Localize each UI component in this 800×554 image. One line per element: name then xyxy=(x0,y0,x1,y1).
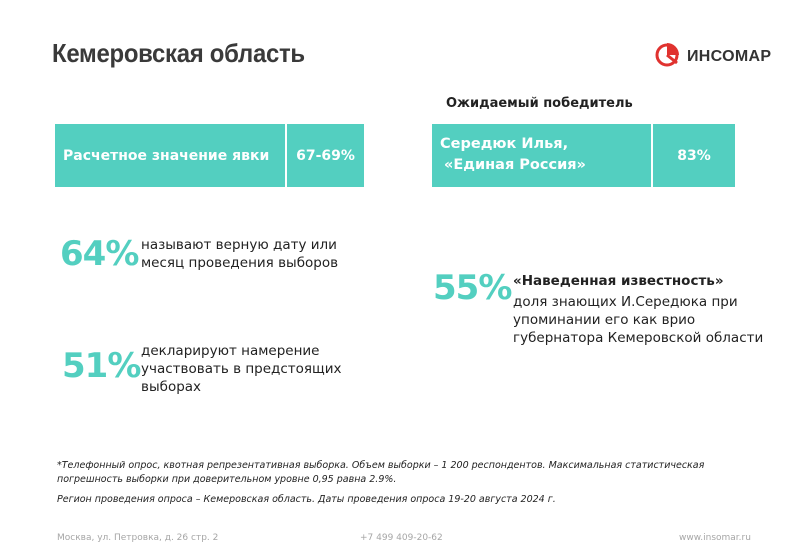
awareness-line2: упоминании его как врио xyxy=(513,312,696,328)
stat-participation-line3: выборах xyxy=(141,379,202,395)
awareness-value: 55% xyxy=(433,268,512,308)
footnote: *Телефонный опрос, квотная репрезентатив… xyxy=(57,459,704,507)
footnote-line1: *Телефонный опрос, квотная репрезентатив… xyxy=(57,460,705,471)
stat-participation-line1: декларируют намерение xyxy=(141,343,320,359)
contact-address: Москва, ул. Петровка, д. 26 стр. 2 xyxy=(57,533,219,543)
awareness-line3: губернатора Кемеровской области xyxy=(513,330,764,346)
stat-participation-text: декларируют намерение участвовать в пред… xyxy=(141,342,342,396)
winner-value: 83% xyxy=(677,147,711,164)
footnote-line2: погрешность выборки при доверительном ур… xyxy=(57,474,397,485)
awareness-text: доля знающих И.Середюка при упоминании е… xyxy=(513,293,763,347)
stat-date-line1: называют верную дату или xyxy=(141,237,337,253)
awareness-heading: «Наведенная известность» xyxy=(513,273,724,289)
turnout-label-cell: Расчетное значение явки xyxy=(55,124,285,187)
stat-participation-line2: участвовать в предстоящих xyxy=(141,361,342,377)
contact-phone: +7 499 409-20-62 xyxy=(360,533,443,543)
expected-winner-heading: Ожидаемый победитель xyxy=(446,96,633,111)
logo-text: ИНСОМАР xyxy=(687,48,772,65)
winner-party: «Единая Россия» xyxy=(444,157,586,173)
winner-name-cell: Середюк Илья, «Единая Россия» xyxy=(432,124,651,187)
stat-date-text: называют верную дату или месяц проведени… xyxy=(141,236,338,272)
awareness-line1: доля знающих И.Середюка при xyxy=(513,294,738,310)
contact-website: www.insomar.ru xyxy=(679,533,751,543)
stat-participation-value: 51% xyxy=(62,346,141,386)
winner-name-line1: Середюк Илья, xyxy=(440,136,569,152)
logo: ИНСОМАР xyxy=(654,42,771,72)
turnout-value-cell: 67-69% xyxy=(287,124,364,187)
stat-date-value: 64% xyxy=(60,234,139,274)
winner-value-cell: 83% xyxy=(653,124,735,187)
footnote-line3: Регион проведения опроса – Кемеровская о… xyxy=(57,494,556,505)
turnout-value: 67-69% xyxy=(296,147,355,164)
turnout-label: Расчетное значение явки xyxy=(63,147,270,164)
stat-date-line2: месяц проведения выборов xyxy=(141,255,339,271)
page-title: Кемеровская область xyxy=(52,38,305,68)
logo-icon xyxy=(654,42,680,72)
